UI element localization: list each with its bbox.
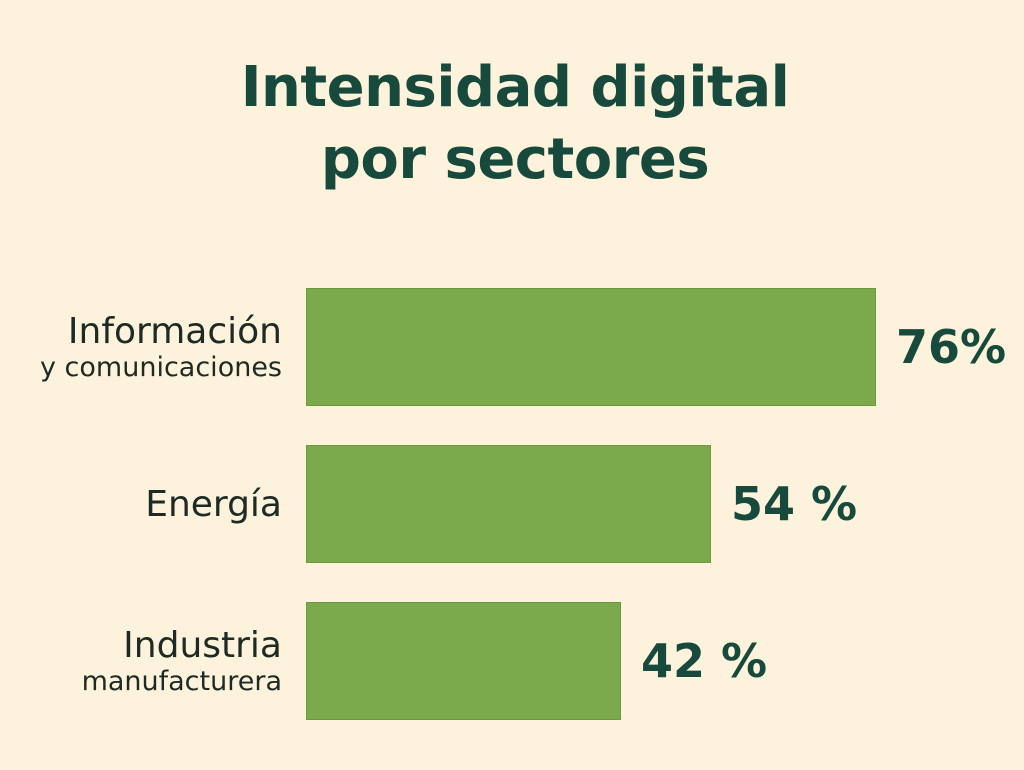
- bar: [306, 602, 621, 720]
- category-label: Energía: [145, 484, 282, 525]
- chart-title-line-2: por sectores: [320, 127, 710, 192]
- category-label: Información y comunicaciones: [40, 311, 282, 383]
- chart-title: Intensidad digital por sectores: [0, 52, 1024, 196]
- bar: [306, 288, 876, 406]
- chart-title-line-1: Intensidad digital: [240, 55, 790, 120]
- value-label: 54 %: [731, 477, 858, 531]
- value-label: 76%: [896, 320, 1007, 374]
- category-label: Industria manufacturera: [82, 625, 282, 697]
- category-label-line: Información: [67, 311, 282, 352]
- bar: [306, 445, 711, 563]
- value-label: 42 %: [641, 634, 768, 688]
- category-label-line: Industria: [123, 625, 282, 666]
- category-label-line: y comunicaciones: [40, 352, 282, 384]
- category-label-line: manufacturera: [81, 666, 282, 698]
- category-label-line: Energía: [145, 483, 282, 525]
